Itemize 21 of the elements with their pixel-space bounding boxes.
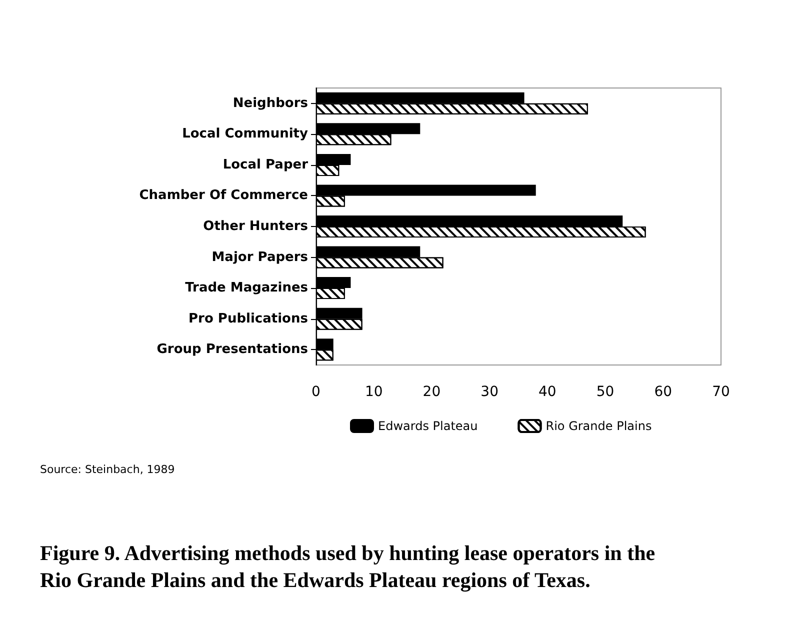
y-tick-label: Pro Publications bbox=[188, 311, 308, 326]
text: Figure 9. Advertising methods used by hunting lease operators in the Rio Grande Plains and the Edwards Plateau regions of Texas. bbox=[40, 540, 656, 594]
y-tick-label: Major Papers bbox=[212, 250, 308, 265]
legend-label: Edwards Plateau bbox=[378, 419, 478, 433]
y-tick-label: Local Community bbox=[182, 126, 309, 142]
y-tick-label: Other Hunters bbox=[203, 219, 308, 234]
y-tick-label: Local Paper bbox=[222, 157, 309, 172]
x-tick-label: 50 bbox=[596, 384, 614, 400]
source-note: Source: Steinbach, 1989 bbox=[40, 463, 175, 476]
x-tick-label: 40 bbox=[538, 384, 556, 400]
legend-label: Rio Grande Plains bbox=[546, 419, 652, 433]
x-tick-label: 30 bbox=[480, 384, 498, 400]
x-tick-label: 70 bbox=[712, 384, 730, 400]
x-tick-label: 60 bbox=[654, 384, 672, 400]
y-tick-label: Neighbors bbox=[232, 96, 308, 111]
y-tick-label: Trade Magazines bbox=[185, 280, 308, 296]
x-tick-label: 20 bbox=[422, 384, 441, 400]
x-tick-label: 0 bbox=[312, 384, 320, 400]
x-tick-label: 10 bbox=[364, 384, 383, 400]
y-tick-label: Chamber Of Commerce bbox=[139, 188, 308, 204]
y-tick-label: Group Presentations bbox=[156, 342, 308, 358]
